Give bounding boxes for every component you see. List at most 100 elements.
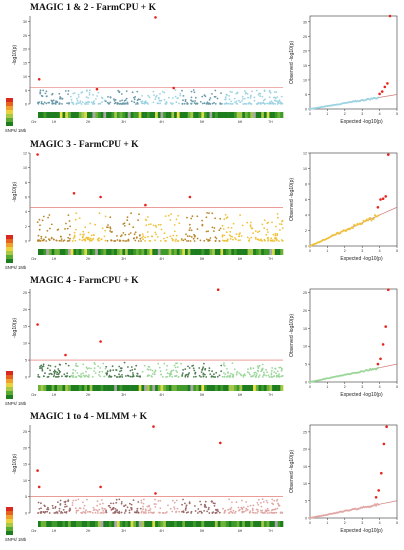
snp-point xyxy=(244,90,246,92)
snp-point xyxy=(226,368,228,370)
snp-point xyxy=(184,502,186,505)
snp-point xyxy=(44,505,46,508)
density-cell xyxy=(40,385,44,391)
snp-point xyxy=(154,224,157,227)
qq-x-tick-label: 0 xyxy=(309,249,311,253)
qq-frame xyxy=(309,15,398,110)
density-cell xyxy=(122,385,126,391)
density-cell xyxy=(195,112,199,118)
snp-point xyxy=(270,237,273,240)
snp-point xyxy=(207,508,210,511)
snp-point xyxy=(270,509,273,512)
significant-snp xyxy=(36,153,39,156)
density-legend-swatch xyxy=(6,507,13,511)
snp-point xyxy=(109,216,112,219)
snp-point xyxy=(273,99,276,102)
density-cell xyxy=(122,249,126,255)
snp-point xyxy=(82,372,84,375)
snp-point xyxy=(193,235,196,238)
manhattan-y-tick-label: 0 xyxy=(25,512,27,516)
density-cell xyxy=(236,249,240,255)
density-cell xyxy=(201,249,205,255)
density-cell xyxy=(280,521,284,527)
snp-point xyxy=(106,370,109,373)
density-cell xyxy=(155,112,159,118)
snp-point xyxy=(66,375,69,377)
snp-point xyxy=(160,228,163,231)
chromosome-label: 4H xyxy=(159,257,164,261)
snp-point xyxy=(257,499,260,501)
snp-point xyxy=(184,238,187,241)
snp-point xyxy=(139,237,142,240)
snp-point xyxy=(270,239,272,242)
snp-point xyxy=(174,95,177,98)
snp-point xyxy=(157,223,160,226)
density-cell xyxy=(65,521,69,527)
chromosome-label: 6H xyxy=(238,257,243,261)
snp-point xyxy=(225,231,228,234)
density-cell xyxy=(247,249,251,255)
density-cell xyxy=(54,521,58,527)
snp-point xyxy=(116,102,119,104)
qq-x-tick-label: 1 xyxy=(326,385,328,389)
qq-y-tick-label: 20 xyxy=(303,448,307,452)
snp-point xyxy=(40,507,42,510)
snp-point xyxy=(49,227,51,230)
snp-point xyxy=(223,510,226,512)
density-cell xyxy=(195,385,199,391)
snp-point xyxy=(250,375,253,378)
snp-point xyxy=(259,509,262,512)
snp-point xyxy=(42,215,45,218)
snp-point xyxy=(248,101,251,104)
snp-point xyxy=(261,240,263,242)
density-cell xyxy=(89,249,93,255)
snp-point xyxy=(211,512,214,514)
qq-point xyxy=(369,217,372,219)
snp-point xyxy=(40,235,43,238)
snp-point xyxy=(181,372,184,374)
snp-point xyxy=(60,235,62,238)
snp-point xyxy=(83,504,86,507)
density-cell xyxy=(116,112,120,118)
snp-point xyxy=(97,103,100,105)
density-cell xyxy=(38,112,42,118)
snp-point xyxy=(75,228,77,231)
density-cell xyxy=(97,385,101,391)
qq-x-tick-label: 4 xyxy=(379,385,381,389)
density-cell xyxy=(67,385,71,391)
snp-point xyxy=(273,375,275,377)
snp-point xyxy=(75,365,78,367)
qq-y-tick-label: 5 xyxy=(305,363,307,367)
snp-point xyxy=(248,238,251,240)
snp-point xyxy=(132,499,135,501)
density-cell xyxy=(163,249,167,255)
snp-point xyxy=(163,362,166,365)
snp-point xyxy=(84,511,87,514)
snp-point xyxy=(58,239,61,242)
density-cell xyxy=(168,521,172,527)
snp-point xyxy=(229,230,232,233)
density-cell xyxy=(138,521,142,527)
snp-point xyxy=(88,367,90,369)
snp-point xyxy=(224,98,227,100)
snp-point xyxy=(201,367,204,370)
snp-point xyxy=(213,227,216,229)
snp-point xyxy=(153,371,156,374)
snp-point xyxy=(171,376,174,378)
snp-point xyxy=(101,227,104,230)
snp-point xyxy=(52,99,55,102)
chromosome-label: 5H xyxy=(200,529,205,533)
snp-point xyxy=(142,505,144,508)
chromosome-label: 2H xyxy=(86,393,91,397)
density-cell xyxy=(231,385,235,391)
snp-point xyxy=(204,505,206,508)
snp-point xyxy=(120,234,123,237)
snp-point xyxy=(237,506,240,509)
snp-point xyxy=(260,238,262,241)
snp-point xyxy=(135,103,137,105)
snp-point xyxy=(276,96,279,98)
density-legend-label: SNPs/ 1Mb xyxy=(5,537,27,542)
snp-point xyxy=(252,367,255,370)
